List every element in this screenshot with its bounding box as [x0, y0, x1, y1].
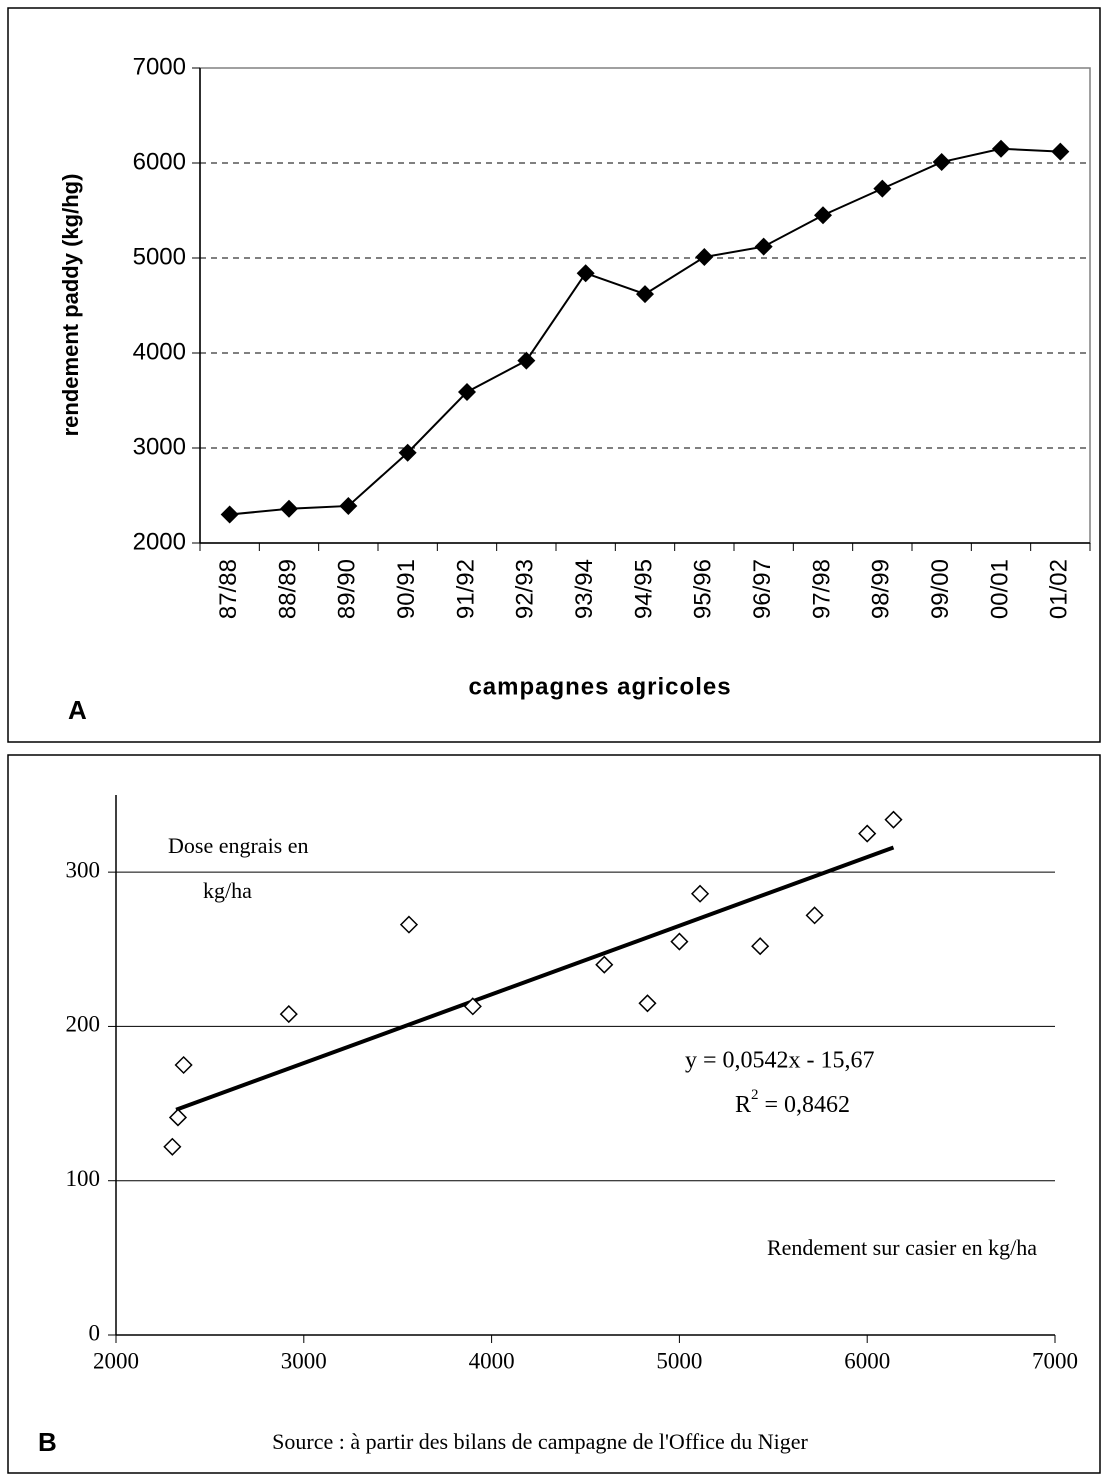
- marker: [636, 285, 654, 304]
- x-tick-label: 98/99: [868, 559, 895, 619]
- marker: [1051, 142, 1070, 161]
- x-tick-label: 6000: [844, 1348, 890, 1373]
- y-tick-label: 2000: [133, 528, 186, 555]
- x-tick-label: 7000: [1032, 1348, 1078, 1373]
- y-tick-label: 200: [66, 1012, 101, 1037]
- marker: [517, 351, 536, 370]
- x-tick-label: 89/90: [334, 559, 361, 619]
- marker: [638, 994, 657, 1013]
- line: [229, 147, 1061, 516]
- x-axis-title: campagnes agricoles: [468, 673, 731, 700]
- x-tick-label: 97/98: [808, 559, 835, 619]
- annotation: Rendement sur casier en kg/ha: [767, 1235, 1037, 1260]
- x-tick-label: 01/02: [1046, 559, 1073, 619]
- equation: y = 0,0542x - 15,67: [685, 1048, 875, 1074]
- r-squared: R: [735, 1092, 751, 1118]
- marker: [398, 443, 417, 462]
- marker: [695, 248, 714, 267]
- x-tick-label: 94/95: [630, 559, 657, 619]
- marker: [576, 264, 595, 283]
- marker: [463, 997, 482, 1016]
- y-tick-label: 4000: [133, 338, 186, 365]
- marker: [670, 932, 689, 951]
- x-tick-label: 88/89: [274, 559, 301, 619]
- x-tick-label: 5000: [656, 1348, 702, 1373]
- x-tick-label: 93/94: [571, 559, 598, 619]
- x-tick-label: 2000: [93, 1348, 139, 1373]
- x-tick-label: 92/93: [512, 559, 539, 619]
- marker: [399, 915, 419, 934]
- marker: [858, 824, 877, 843]
- x-tick-label: 91/92: [452, 559, 479, 619]
- x-tick-label: 99/00: [927, 559, 954, 619]
- marker: [805, 906, 824, 925]
- panel-label: B: [38, 1427, 57, 1457]
- marker: [932, 153, 951, 172]
- marker: [690, 884, 710, 903]
- marker: [751, 937, 770, 956]
- marker: [754, 237, 773, 256]
- x-tick-label: 96/97: [749, 559, 776, 619]
- y-tick-label: 300: [66, 857, 101, 882]
- y-tick-label: 100: [66, 1166, 101, 1191]
- marker: [174, 1055, 193, 1075]
- x-tick-label: 4000: [469, 1348, 515, 1373]
- x-tick-label: 90/91: [393, 559, 420, 619]
- r-squared: 2: [751, 1087, 759, 1103]
- x-tick-label: 3000: [281, 1348, 327, 1373]
- marker: [873, 179, 892, 198]
- annotation: kg/ha: [203, 878, 252, 903]
- panel-label: A: [68, 695, 87, 725]
- marker: [595, 955, 614, 974]
- y-axis-title: rendement paddy (kg/hg): [58, 174, 83, 437]
- marker: [168, 1108, 188, 1127]
- marker: [279, 1005, 298, 1024]
- r-squared: = 0,8462: [759, 1092, 851, 1118]
- marker: [220, 505, 239, 524]
- x-tick-label: 95/96: [690, 559, 717, 619]
- panel-frame: [7, 7, 1101, 743]
- x-tick-label: 87/88: [215, 559, 242, 619]
- source: Source : à partir des bilans de campagne…: [272, 1429, 808, 1454]
- marker: [339, 496, 358, 515]
- y-tick-label: 7000: [133, 53, 186, 80]
- y-tick-label: 6000: [133, 148, 186, 175]
- annotation: Dose engrais en: [168, 833, 309, 858]
- marker: [814, 206, 832, 225]
- marker: [458, 382, 476, 401]
- panel-frame: [7, 754, 1101, 1474]
- y-tick-label: 0: [89, 1320, 101, 1345]
- marker: [163, 1137, 182, 1156]
- marker: [280, 499, 298, 518]
- y-tick-label: 5000: [133, 243, 186, 270]
- y-tick-label: 3000: [133, 433, 186, 460]
- r-squared: R2 = 0,8462: [735, 1087, 850, 1117]
- plot-frame: [199, 67, 1091, 544]
- x-tick-label: 00/01: [986, 559, 1013, 619]
- marker: [884, 810, 903, 829]
- marker: [992, 139, 1010, 158]
- trendline: [175, 845, 895, 1112]
